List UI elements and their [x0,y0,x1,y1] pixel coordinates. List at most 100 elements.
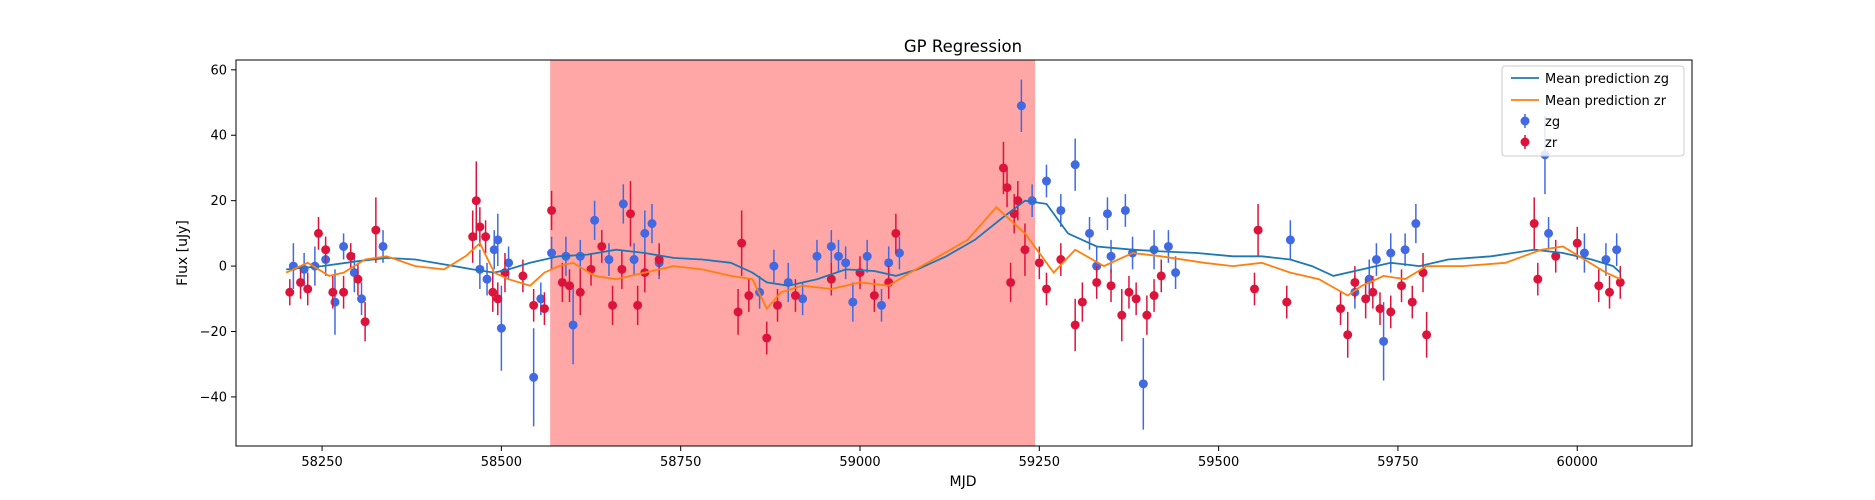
point-zg-33 [826,241,836,251]
point-zr-0 [285,287,295,297]
point-zr-81 [1594,281,1604,291]
point-zr-62 [1156,271,1166,281]
point-zr-73 [1397,281,1407,291]
point-zr-70 [1368,287,1378,297]
point-zg-31 [798,294,808,304]
x-tick-label-58750: 58750 [660,455,701,470]
point-zr-72 [1386,307,1396,317]
point-zg-62 [1400,245,1410,255]
point-zr-9 [360,317,370,327]
y-tick-label--20: −20 [200,325,227,340]
point-zg-63 [1411,219,1421,229]
y-tick-label-40: 40 [210,129,227,144]
point-zr-18 [518,271,528,281]
point-zg-37 [862,251,872,261]
point-zr-80 [1572,238,1582,248]
point-zg-68 [1612,245,1622,255]
point-zg-14 [504,258,514,268]
mean-prediction-line-zr [285,205,1621,311]
legend-zr-marker-swatch [1520,137,1530,147]
point-zg-13 [496,323,506,333]
legend-zg-marker-swatch [1520,116,1530,126]
point-zr-83 [1615,277,1625,287]
point-zg-41 [1016,101,1026,111]
y-tick-label-0: 0 [219,260,227,275]
point-zg-4 [330,297,340,307]
y-tick-label--40: −40 [200,390,227,405]
point-zr-76 [1422,330,1432,340]
point-zg-5 [339,241,349,251]
point-zr-6 [339,287,349,297]
point-zr-54 [1077,297,1087,307]
point-zr-78 [1533,274,1543,284]
point-zr-4 [321,245,331,255]
legend-label-zr-points: zr [1545,136,1558,151]
legend-label-zg-points: zg [1545,115,1560,130]
point-zg-21 [590,215,600,225]
legend-box [1501,65,1685,157]
point-zr-39 [826,274,836,284]
point-zr-41 [869,291,879,301]
point-zr-58 [1124,287,1134,297]
point-zr-35 [744,291,754,301]
point-zr-14 [481,232,491,242]
point-zg-65 [1544,228,1554,238]
point-zr-37 [773,300,783,310]
x-tick-label-59250: 59250 [1019,455,1060,470]
legend: Mean prediction zg Mean prediction zr zg… [1501,65,1685,157]
point-zr-53 [1070,320,1080,330]
point-zg-50 [1120,205,1130,215]
point-zg-23 [618,199,628,209]
mean-prediction-line-zg [286,199,1621,287]
point-zr-56 [1106,281,1116,291]
point-zr-74 [1407,297,1417,307]
point-zg-24 [629,255,639,265]
point-zr-21 [547,205,557,215]
series-zr [285,141,1625,358]
point-zg-26 [647,219,657,229]
point-zr-48 [1013,196,1023,206]
point-zr-44 [998,163,1008,173]
point-zr-7 [346,251,356,261]
point-zg-39 [884,258,894,268]
point-zg-35 [841,258,851,268]
point-zg-43 [1041,176,1051,186]
point-zg-56 [1285,235,1295,245]
x-tick-label-60000: 60000 [1557,455,1598,470]
point-zr-50 [1034,258,1044,268]
point-zg-46 [1085,228,1095,238]
point-zg-53 [1149,245,1159,255]
point-zr-22 [557,277,567,287]
point-zg-22 [604,255,614,265]
point-zr-13 [475,222,485,232]
point-zr-82 [1605,287,1615,297]
point-zr-60 [1142,310,1152,320]
point-zg-36 [848,297,858,307]
point-zr-32 [654,255,664,265]
point-zr-20 [539,304,549,314]
legend-label-zr-line: Mean prediction zr [1545,94,1667,109]
point-zr-64 [1253,225,1263,235]
point-zg-48 [1102,209,1112,219]
shaded-region [550,60,1036,446]
point-zg-45 [1070,160,1080,170]
point-zg-60 [1379,336,1389,346]
point-zr-15 [488,287,498,297]
point-zg-44 [1056,205,1066,215]
point-zr-49 [1020,245,1030,255]
point-zr-63 [1249,284,1259,294]
point-zr-29 [625,209,635,219]
plot-frame [235,59,1693,447]
point-zr-1 [296,277,306,287]
point-zg-55 [1171,268,1181,278]
point-zg-8 [378,241,388,251]
point-zr-27 [608,300,618,310]
point-zg-16 [536,294,546,304]
point-zg-54 [1163,241,1173,251]
point-zr-51 [1041,284,1051,294]
point-zg-29 [769,261,779,271]
axes: 58250 58500 58750 59000 59250 59500 59750 60000… [200,63,1598,470]
point-zg-25 [640,228,650,238]
point-zr-23 [565,281,575,291]
